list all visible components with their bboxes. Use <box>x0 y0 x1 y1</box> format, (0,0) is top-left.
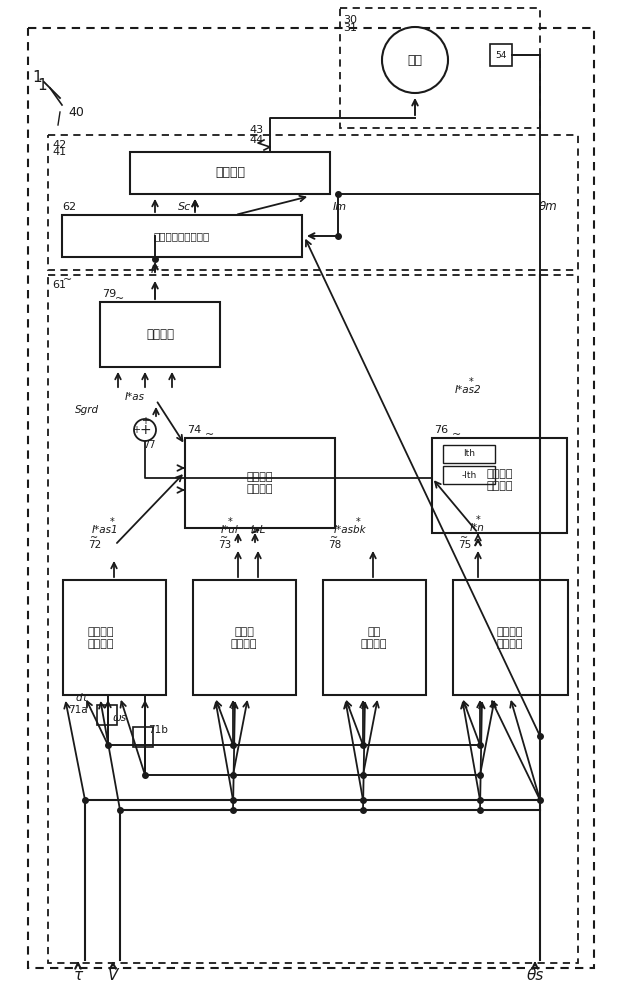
Text: 第一保护
处理电路: 第一保护 处理电路 <box>247 472 273 494</box>
Text: ~: ~ <box>330 533 338 543</box>
Text: 73: 73 <box>218 540 231 550</box>
Bar <box>432 438 567 533</box>
Text: 71a: 71a <box>68 705 88 715</box>
Text: 上下限
运算电路: 上下限 运算电路 <box>231 627 257 649</box>
Text: V: V <box>108 968 118 982</box>
Text: Ith: Ith <box>463 450 475 458</box>
Text: IuL: IuL <box>250 525 265 535</box>
Text: 40: 40 <box>68 105 84 118</box>
Text: 31: 31 <box>343 23 357 33</box>
Text: 驱动电路: 驱动电路 <box>215 166 245 180</box>
Text: 第二保护
处理电路: 第二保护 处理电路 <box>487 469 513 491</box>
Text: ~: ~ <box>460 533 468 543</box>
Bar <box>185 438 335 528</box>
Text: I*as: I*as <box>125 392 145 402</box>
Bar <box>62 215 302 257</box>
Text: 第二辅助
控制电路: 第二辅助 控制电路 <box>497 627 523 649</box>
Bar <box>323 580 426 695</box>
Bar <box>63 580 166 695</box>
Text: 切换电路: 切换电路 <box>146 328 174 340</box>
Bar <box>97 705 117 725</box>
Bar <box>48 135 578 270</box>
Text: 44: 44 <box>250 135 264 145</box>
Text: ωs: ωs <box>113 713 127 723</box>
Bar <box>48 275 578 963</box>
Circle shape <box>134 419 156 441</box>
Text: +: + <box>139 423 151 437</box>
Bar <box>130 152 330 194</box>
Text: I*as1: I*as1 <box>92 525 118 535</box>
Text: I*: I* <box>151 265 159 275</box>
Text: 72: 72 <box>88 540 102 550</box>
Text: 54: 54 <box>495 50 506 60</box>
Bar <box>193 580 296 695</box>
Text: ~: ~ <box>452 430 461 440</box>
Text: 62: 62 <box>62 202 76 212</box>
Text: *: * <box>356 517 360 527</box>
Text: θm: θm <box>539 200 558 214</box>
Text: I*n: I*n <box>470 523 485 533</box>
Text: 备用
控制电路: 备用 控制电路 <box>361 627 388 649</box>
Text: I*asbk: I*asbk <box>334 525 366 535</box>
Text: 41: 41 <box>52 147 66 157</box>
Text: ~: ~ <box>64 275 73 285</box>
Text: τ: τ <box>74 968 83 982</box>
Text: 42: 42 <box>52 140 66 150</box>
Text: *: * <box>475 515 480 525</box>
Text: 第一辅助
控制电路: 第一辅助 控制电路 <box>87 627 114 649</box>
Text: dτ: dτ <box>75 693 88 703</box>
Text: +: + <box>141 416 149 426</box>
Text: Im: Im <box>333 202 347 212</box>
Text: Sc: Sc <box>178 202 192 212</box>
Text: 76: 76 <box>434 425 448 435</box>
Text: *: * <box>110 517 115 527</box>
Text: 1: 1 <box>37 78 47 93</box>
Text: θs: θs <box>526 968 544 982</box>
Text: +: + <box>132 425 140 435</box>
Text: I*ul: I*ul <box>221 525 239 535</box>
Bar <box>340 8 540 128</box>
Text: 78: 78 <box>328 540 341 550</box>
Text: 79: 79 <box>102 289 117 299</box>
Text: ~: ~ <box>90 533 98 543</box>
Text: I*as2: I*as2 <box>455 385 482 395</box>
Text: 43: 43 <box>250 125 264 135</box>
Bar <box>490 44 512 66</box>
Text: Sgrd: Sgrd <box>75 405 99 415</box>
Text: -Ith: -Ith <box>462 471 477 480</box>
Bar <box>133 727 153 747</box>
Bar <box>453 580 568 695</box>
Bar <box>100 302 220 367</box>
Text: *: * <box>227 517 232 527</box>
Text: 74: 74 <box>187 425 201 435</box>
Text: 61: 61 <box>52 280 66 290</box>
Text: 75: 75 <box>458 540 471 550</box>
Text: 1: 1 <box>32 70 42 86</box>
Text: ~: ~ <box>115 294 124 304</box>
Text: ~: ~ <box>220 533 228 543</box>
Bar <box>443 445 495 463</box>
Text: 77: 77 <box>143 440 155 450</box>
Text: 马达: 马达 <box>407 53 422 66</box>
Text: *: * <box>468 377 473 387</box>
Text: 30: 30 <box>343 15 357 25</box>
Circle shape <box>382 27 448 93</box>
Text: 71b: 71b <box>148 725 168 735</box>
Text: ~: ~ <box>205 430 214 440</box>
Bar <box>443 466 495 484</box>
Text: 电流指令值生成电路: 电流指令值生成电路 <box>154 231 210 241</box>
